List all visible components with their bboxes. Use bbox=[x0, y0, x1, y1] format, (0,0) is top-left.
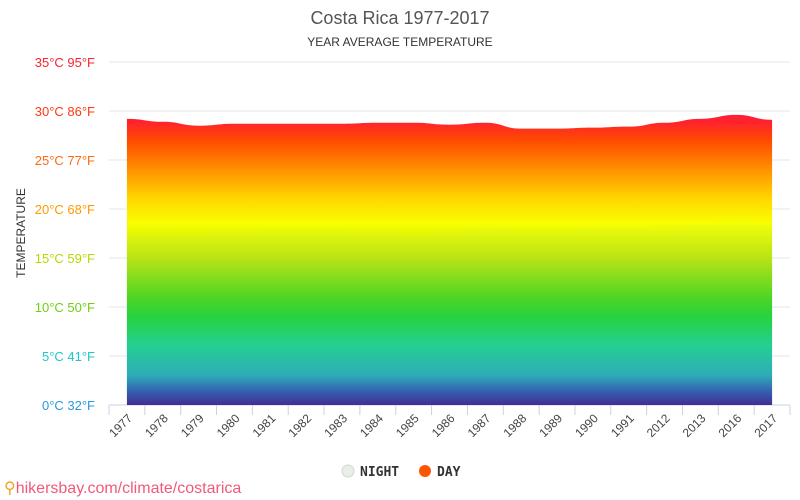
x-tick-label: 2016 bbox=[716, 411, 745, 440]
y-tick-label: 30°C 86°F bbox=[35, 104, 95, 119]
map-pin-icon: ⚲ bbox=[4, 480, 16, 497]
chart-subtitle: YEAR AVERAGE TEMPERATURE bbox=[307, 35, 492, 49]
legend-night-label[interactable]: NIGHT bbox=[360, 465, 399, 480]
y-tick-label: 10°C 50°F bbox=[35, 300, 95, 315]
x-tick-label: 1977 bbox=[106, 411, 135, 440]
x-tick-label: 2013 bbox=[680, 411, 709, 440]
x-tick-label: 1987 bbox=[465, 411, 494, 440]
day-area bbox=[126, 114, 773, 406]
x-tick-label: 1986 bbox=[429, 411, 458, 440]
legend-day-label[interactable]: DAY bbox=[437, 465, 461, 480]
x-tick-label: 1988 bbox=[501, 411, 530, 440]
legend-night-marker[interactable] bbox=[341, 464, 355, 478]
x-tick-label: 1980 bbox=[214, 411, 243, 440]
x-tick-label: 1981 bbox=[250, 411, 279, 440]
y-tick-label: 0°C 32°F bbox=[42, 398, 95, 413]
chart-title: Costa Rica 1977-2017 bbox=[310, 8, 489, 28]
y-tick-label: 25°C 77°F bbox=[35, 153, 95, 168]
y-tick-label: 35°C 95°F bbox=[35, 55, 95, 70]
source-link[interactable]: ⚲hikersbay.com/climate/costarica bbox=[4, 478, 241, 498]
x-tick-label: 1984 bbox=[357, 411, 386, 440]
y-tick-label: 20°C 68°F bbox=[35, 202, 95, 217]
x-tick-label: 1982 bbox=[285, 411, 314, 440]
night-area bbox=[126, 222, 773, 405]
x-tick-label: 1978 bbox=[142, 411, 171, 440]
y-axis-label: TEMPERATURE bbox=[14, 188, 28, 278]
x-tick-label: 2017 bbox=[751, 411, 780, 440]
x-tick-label: 1979 bbox=[178, 411, 207, 440]
x-tick-label: 1985 bbox=[393, 411, 422, 440]
legend-day-marker[interactable] bbox=[419, 465, 431, 477]
x-tick-label: 1983 bbox=[321, 411, 350, 440]
legend: NIGHT DAY bbox=[341, 464, 461, 480]
x-tick-label: 1990 bbox=[572, 411, 601, 440]
x-tick-label: 1989 bbox=[536, 411, 565, 440]
source-url: hikersbay.com/climate/costarica bbox=[15, 480, 242, 497]
x-tick-label: 1991 bbox=[608, 411, 637, 440]
x-tick-label: 2012 bbox=[644, 411, 673, 440]
y-tick-label: 15°C 59°F bbox=[35, 251, 95, 266]
y-tick-label: 5°C 41°F bbox=[42, 349, 95, 364]
